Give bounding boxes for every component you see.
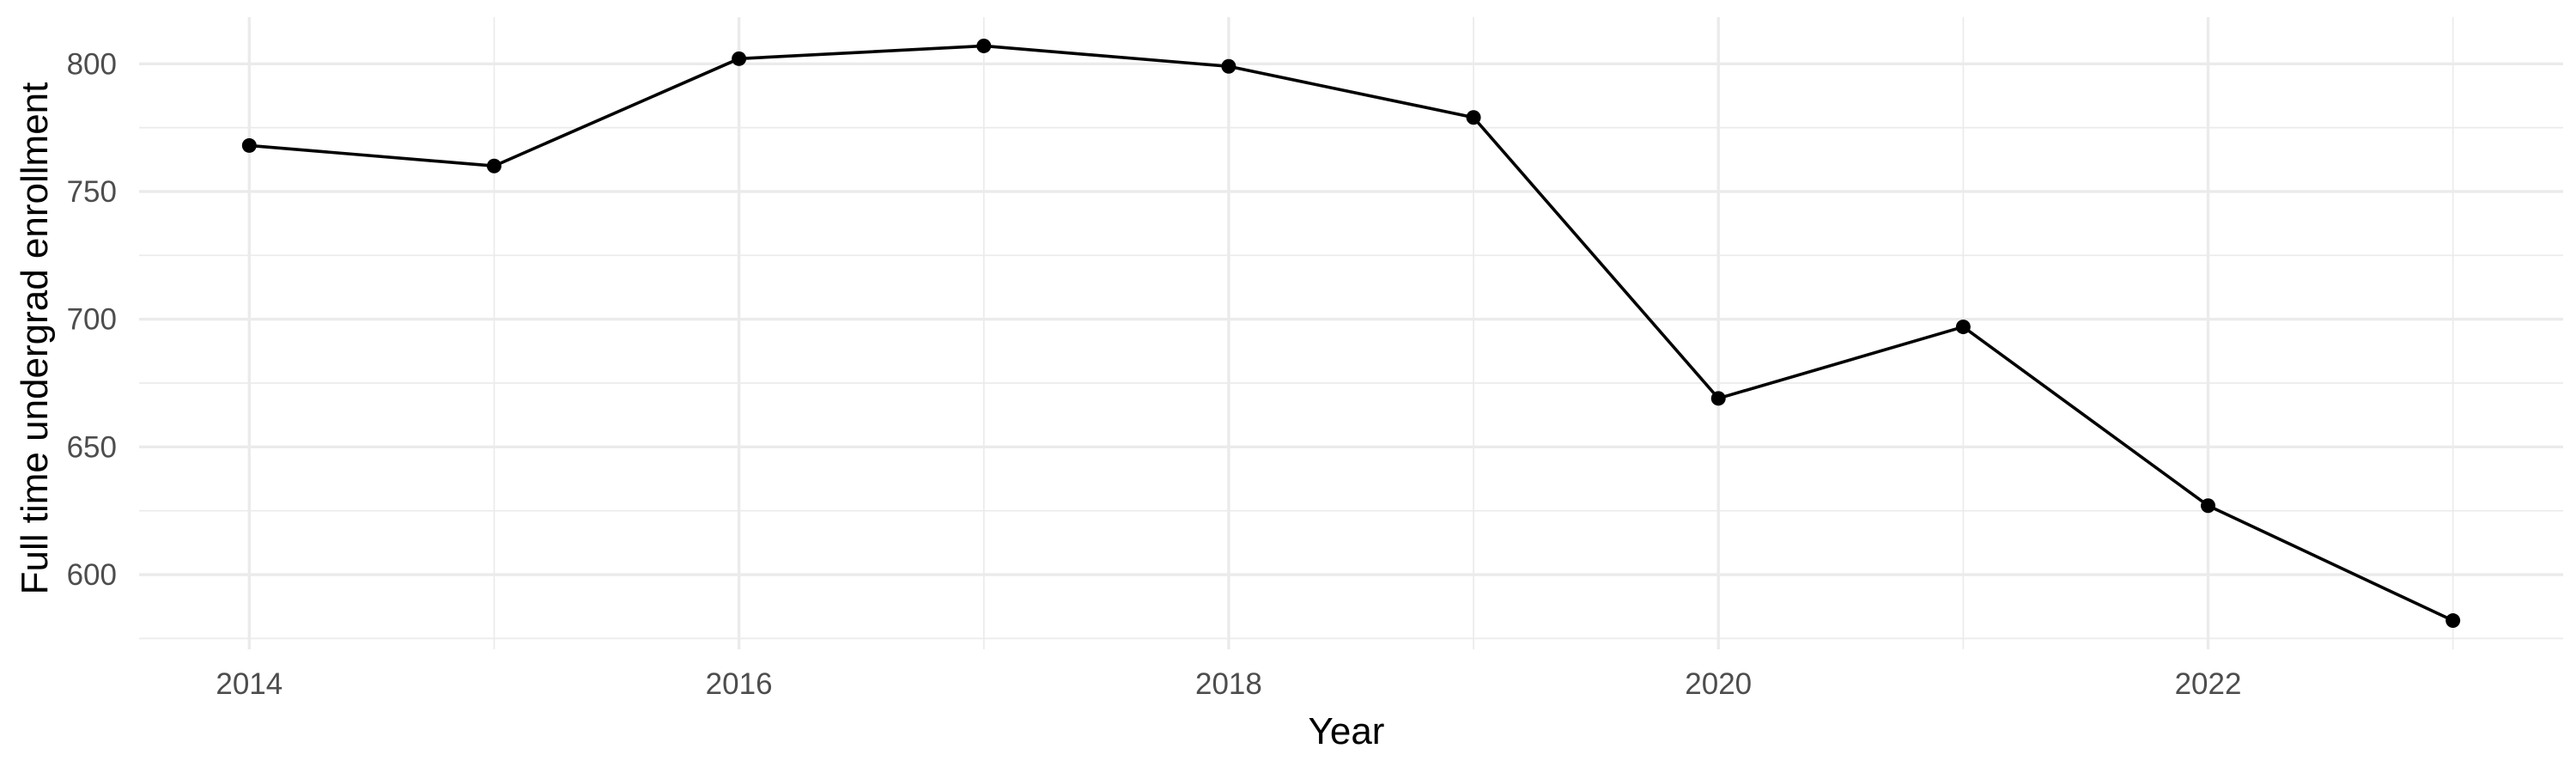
data-point bbox=[976, 38, 992, 53]
x-tick-label: 2022 bbox=[2175, 667, 2242, 701]
series-line bbox=[249, 44, 2454, 623]
data-point bbox=[241, 137, 257, 153]
data-point bbox=[486, 158, 501, 173]
y-tick-label: 700 bbox=[67, 303, 117, 337]
x-axis-title: Year bbox=[1309, 710, 1385, 752]
data-point bbox=[1221, 58, 1236, 74]
series-layer bbox=[241, 38, 2461, 629]
y-axis-ticks: 600 650 700 750 800 bbox=[67, 47, 117, 592]
y-tick-label: 750 bbox=[67, 175, 117, 209]
x-tick-label: 2014 bbox=[216, 667, 283, 701]
x-tick-label: 2018 bbox=[1195, 667, 1262, 701]
data-point bbox=[2201, 498, 2216, 514]
x-axis-ticks: 2014 2016 2018 2020 2022 bbox=[216, 667, 2241, 701]
x-tick-label: 2016 bbox=[706, 667, 773, 701]
y-tick-label: 600 bbox=[67, 558, 117, 592]
data-point bbox=[1710, 391, 1726, 406]
data-point bbox=[2445, 613, 2461, 629]
data-point bbox=[732, 51, 747, 66]
grid-layer bbox=[139, 17, 2563, 649]
x-tick-label: 2020 bbox=[1685, 667, 1752, 701]
y-tick-label: 800 bbox=[67, 47, 117, 81]
y-axis-title: Full time undergrad enrollment bbox=[14, 82, 56, 595]
data-point bbox=[1466, 110, 1481, 125]
data-point bbox=[1955, 320, 1971, 335]
y-tick-label: 650 bbox=[67, 430, 117, 464]
